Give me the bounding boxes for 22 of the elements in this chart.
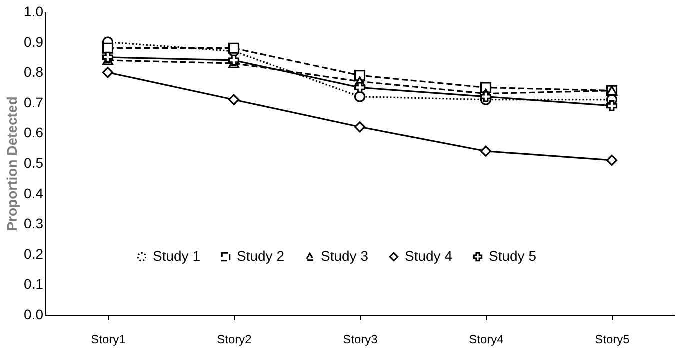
x-tick-label: Story4 xyxy=(469,332,504,346)
legend-label: Study 2 xyxy=(237,248,285,264)
y-tick-label: 0.5 xyxy=(24,155,44,171)
y-tick-label: 0.0 xyxy=(24,306,44,322)
x-tick-label: Story2 xyxy=(217,332,252,346)
x-tick-label: Story5 xyxy=(595,332,630,346)
y-tick-label: 0.2 xyxy=(24,246,44,262)
y-tick-label: 0.3 xyxy=(24,216,44,232)
y-tick-label: 0.9 xyxy=(24,34,44,50)
x-tick-label: Story1 xyxy=(91,332,126,346)
y-tick-label: 0.1 xyxy=(24,276,44,292)
y-tick-label: 0.6 xyxy=(24,124,44,141)
y-tick-label: 1.0 xyxy=(24,4,44,20)
legend-label: Study 3 xyxy=(321,248,369,264)
legend-label: Study 4 xyxy=(405,248,453,264)
y-tick-label: 0.7 xyxy=(24,94,44,110)
legend-label: Study 5 xyxy=(489,248,537,264)
y-tick-label: 0.8 xyxy=(24,64,44,80)
y-tick-label: 0.4 xyxy=(24,185,44,202)
x-tick-label: Story3 xyxy=(343,332,378,346)
legend-label: Study 1 xyxy=(153,248,201,264)
y-axis-title: Proportion Detected xyxy=(4,96,20,232)
